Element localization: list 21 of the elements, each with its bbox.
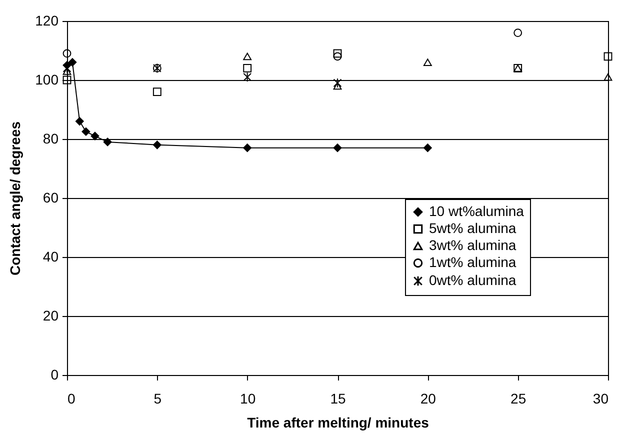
x-tick-label: 30 bbox=[592, 390, 609, 406]
y-tick-label: 20 bbox=[42, 308, 59, 324]
y-tick-label: 100 bbox=[35, 72, 59, 88]
legend-label: 5wt% alumina bbox=[429, 220, 516, 236]
legend-label: 3wt% alumina bbox=[429, 237, 516, 253]
legend-label: 0wt% alumina bbox=[429, 272, 516, 288]
x-tick-label: 15 bbox=[330, 390, 346, 406]
y-tick-label: 120 bbox=[35, 12, 59, 28]
x-tick-label: 25 bbox=[510, 390, 526, 406]
x-tick-label: 5 bbox=[154, 390, 162, 406]
y-tick-label: 80 bbox=[42, 130, 59, 146]
legend-label: 1wt% alumina bbox=[429, 254, 516, 270]
x-tick-label: 10 bbox=[240, 390, 256, 406]
x-axis-title: Time after melting/ minutes bbox=[247, 414, 430, 430]
y-tick-label: 60 bbox=[42, 190, 59, 206]
y-tick-label: 40 bbox=[42, 248, 59, 264]
y-axis-title: Contact angle/ degrees bbox=[7, 121, 24, 276]
x-tick-label: 20 bbox=[420, 390, 436, 406]
legend-label: 10 wt%alumina bbox=[429, 203, 524, 219]
x-tick-label: 0 bbox=[68, 390, 76, 406]
y-tick-label: 0 bbox=[50, 366, 59, 382]
